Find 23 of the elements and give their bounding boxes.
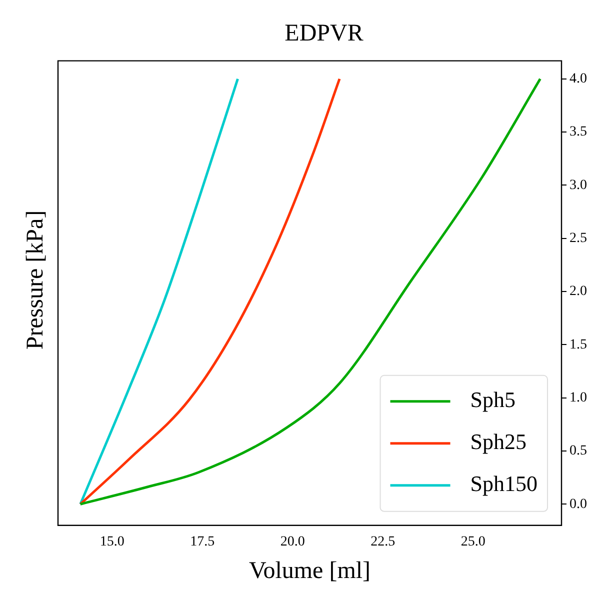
x-tick-label: 17.5 <box>190 534 215 550</box>
y-tick-label: 2.0 <box>570 284 587 300</box>
x-tick-label: 20.0 <box>280 534 305 550</box>
x-tick-label: 25.0 <box>460 534 486 550</box>
x-axis-title: Volume [ml] <box>248 558 371 584</box>
y-tick-label: 3.5 <box>570 124 587 140</box>
y-tick-label: 1.5 <box>570 337 587 352</box>
legend-label: Sph150 <box>470 471 538 496</box>
y-tick-label: 0.5 <box>570 444 587 459</box>
y-axis-title: Pressure [kPa] <box>22 210 50 350</box>
legend-label: Sph25 <box>470 429 527 454</box>
y-tick-label: 1.0 <box>570 390 587 406</box>
line-series <box>79 78 542 506</box>
y-tick-label: 0.0 <box>570 496 587 512</box>
chart-title: EDPVR <box>284 20 364 47</box>
legend-label: Sph5 <box>470 387 516 412</box>
y-tick-label: 4.0 <box>570 72 587 87</box>
line-series <box>79 78 239 506</box>
line-series <box>79 78 341 506</box>
x-tick-label: 22.5 <box>370 534 396 550</box>
x-tick-label: 15.0 <box>100 534 124 550</box>
y-tick-label: 2.5 <box>570 231 587 246</box>
y-tick-label: 3.0 <box>570 178 587 193</box>
